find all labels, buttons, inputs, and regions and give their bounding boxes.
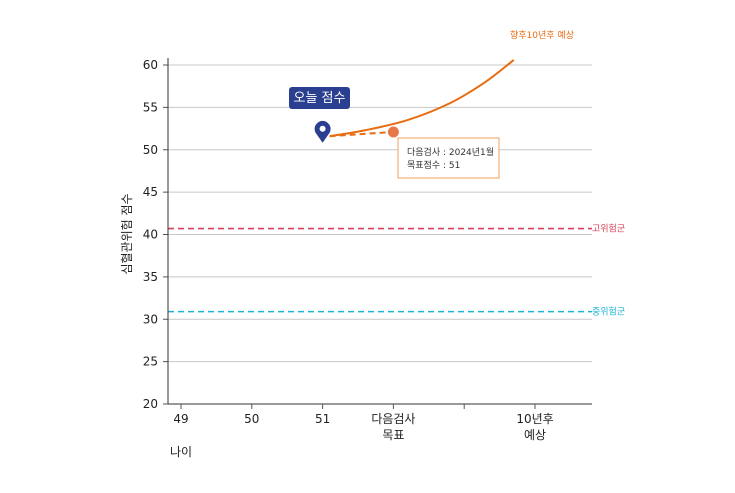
target-callout (397, 137, 500, 179)
y-tick-label: 50 (143, 143, 158, 157)
x-tick-label: 49 (173, 412, 188, 426)
today-score-label: 오늘 점수 (294, 91, 346, 106)
x-tick-label: 50 (244, 412, 259, 426)
y-tick-label: 45 (143, 185, 158, 199)
y-tick-label: 40 (143, 228, 158, 242)
target-dashed-line (329, 130, 394, 138)
target-point (387, 126, 399, 138)
x-tick-label: 51 (315, 412, 330, 426)
y-tick-label: 25 (143, 355, 158, 369)
callout-target-score: 목표점수 : 51 (407, 159, 460, 171)
y-tick-label: 55 (143, 100, 158, 114)
location-pin-dot (319, 125, 326, 132)
series-label: 향후10년후 예상 (510, 29, 574, 41)
forecast-line (329, 59, 515, 138)
x-tick-label: 10년후 (516, 412, 553, 426)
callout-next-exam: 다음검사 : 2024년1월 (407, 146, 494, 158)
y-tick-label: 20 (143, 397, 158, 411)
location-pin-icon (314, 120, 331, 143)
today-score-badge (289, 87, 350, 109)
x-tick-label-line2: 예상 (524, 428, 546, 442)
x-axis-title: 나이 (170, 445, 192, 459)
y-tick-label: 35 (143, 270, 158, 284)
y-axis-title: 심혈관위험 점수 (120, 193, 134, 274)
threshold-label: 고위험군 (592, 224, 625, 235)
y-tick-label: 60 (143, 58, 158, 72)
threshold-label: 중위험군 (592, 307, 625, 318)
x-tick-label: 다음검사 (371, 412, 415, 426)
x-tick-label-line2: 목표 (382, 428, 404, 442)
y-tick-label: 30 (143, 312, 158, 326)
